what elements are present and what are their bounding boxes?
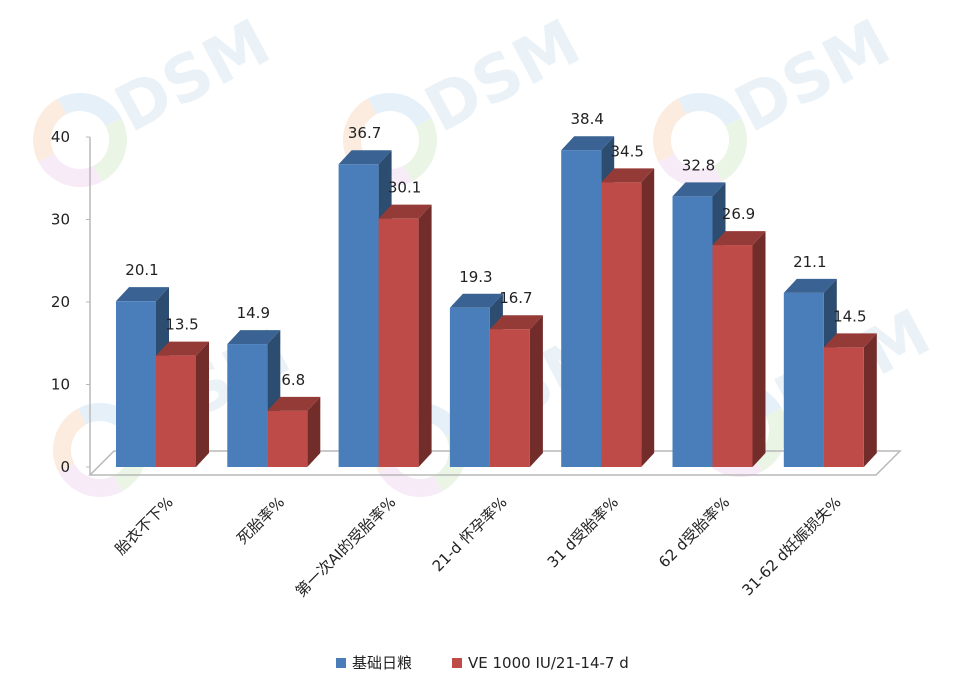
- watermark-text: DSM: [724, 6, 903, 148]
- data-label: 16.7: [499, 289, 532, 307]
- data-labels: 20.1 13.5 14.9 6.8 36.7 30.1 19.3 16.7 38.4 34.5 3…: [125, 110, 866, 389]
- bar-top: [378, 204, 432, 219]
- data-label: 36.7: [348, 124, 381, 142]
- bar-front: [378, 218, 419, 467]
- x-axis-labels: 胎衣不下% 死胎率% 第一次AI的受胎率% 21-d 怀孕率% 31 d受胎率% 62 d…: [112, 493, 845, 600]
- bar: [601, 168, 655, 467]
- bar-top: [156, 341, 209, 356]
- bar-top: [116, 287, 169, 302]
- x-tick-label: 31 d受胎率%: [544, 493, 622, 571]
- y-tick-label: 10: [51, 376, 70, 394]
- watermark-text: DSM: [104, 6, 283, 148]
- data-label: 21.1: [793, 253, 826, 271]
- data-label: 14.9: [237, 304, 270, 322]
- bar: [267, 396, 321, 467]
- bar-front: [489, 329, 530, 467]
- bar-top: [561, 136, 615, 151]
- chart-floor: [88, 450, 902, 476]
- bar-top: [783, 278, 837, 293]
- data-label: 14.5: [833, 307, 866, 325]
- x-tick-label: 31-62 d妊娠损失%: [738, 493, 844, 599]
- x-tick-label: 62 d受胎率%: [655, 493, 733, 571]
- legend-item: VE 1000 IU/21-14-7 d: [452, 654, 629, 672]
- data-label: 32.8: [682, 156, 715, 174]
- bar-front: [672, 196, 713, 467]
- data-label: 38.4: [570, 110, 603, 128]
- bar-side: [418, 204, 432, 468]
- legend-label: VE 1000 IU/21-14-7 d: [468, 654, 629, 672]
- bar: [378, 204, 432, 468]
- bar-top: [672, 182, 726, 197]
- bar-front: [227, 344, 268, 467]
- bar: [489, 315, 543, 467]
- y-axis-ticks: 0 10 20 30 40: [51, 128, 70, 476]
- legend-swatch: [452, 658, 462, 668]
- bar-front: [116, 301, 156, 467]
- x-tick-label: 第一次AI的受胎率%: [292, 493, 399, 600]
- data-label: 6.8: [281, 371, 305, 389]
- x-tick-label: 死胎率%: [233, 493, 288, 548]
- watermark-text: DSM: [414, 6, 593, 148]
- legend-label: 基础日粮: [352, 654, 412, 672]
- bar-front: [561, 150, 602, 467]
- data-label: 30.1: [388, 179, 421, 197]
- x-tick-label: 胎衣不下%: [112, 493, 177, 558]
- bar-side: [307, 396, 321, 467]
- bar: [156, 341, 209, 467]
- bar-side: [641, 168, 655, 467]
- bar-top: [712, 231, 766, 246]
- bar-top: [489, 315, 543, 330]
- legend-item: 基础日粮: [336, 654, 412, 672]
- bar: [712, 231, 766, 467]
- bars: [116, 136, 877, 468]
- bar-front: [783, 292, 824, 467]
- data-label: 34.5: [610, 142, 643, 160]
- bar-front: [156, 355, 196, 467]
- bar-side: [196, 341, 209, 467]
- bar-front: [601, 182, 642, 467]
- legend-swatch: [336, 658, 346, 668]
- bar-front: [338, 164, 379, 467]
- bar-front: [267, 410, 308, 467]
- y-tick-label: 20: [51, 293, 70, 311]
- y-tick-label: 0: [60, 458, 70, 476]
- bar-side: [752, 231, 766, 467]
- data-label: 26.9: [722, 205, 755, 223]
- watermark: DSM: [33, 6, 283, 187]
- bar-top: [267, 396, 321, 411]
- bar-top: [601, 168, 655, 183]
- y-tick-label: 40: [51, 128, 70, 146]
- data-label: 19.3: [459, 268, 492, 286]
- bar-top: [338, 150, 392, 165]
- bar-side: [863, 333, 877, 467]
- x-tick-label: 21-d 怀孕率%: [429, 493, 511, 575]
- bar-front: [823, 347, 864, 467]
- data-label: 13.5: [165, 316, 198, 334]
- legend: 基础日粮 VE 1000 IU/21-14-7 d: [336, 654, 629, 672]
- bar-front: [449, 307, 490, 467]
- chart-frame: [86, 136, 902, 476]
- bar-side: [529, 315, 543, 467]
- y-tick-label: 30: [51, 211, 70, 229]
- bar-top: [823, 333, 877, 348]
- data-label: 20.1: [125, 261, 158, 279]
- bar-front: [712, 245, 753, 467]
- bar-top: [227, 330, 281, 345]
- bar: [823, 333, 877, 467]
- bar-top: [449, 293, 503, 308]
